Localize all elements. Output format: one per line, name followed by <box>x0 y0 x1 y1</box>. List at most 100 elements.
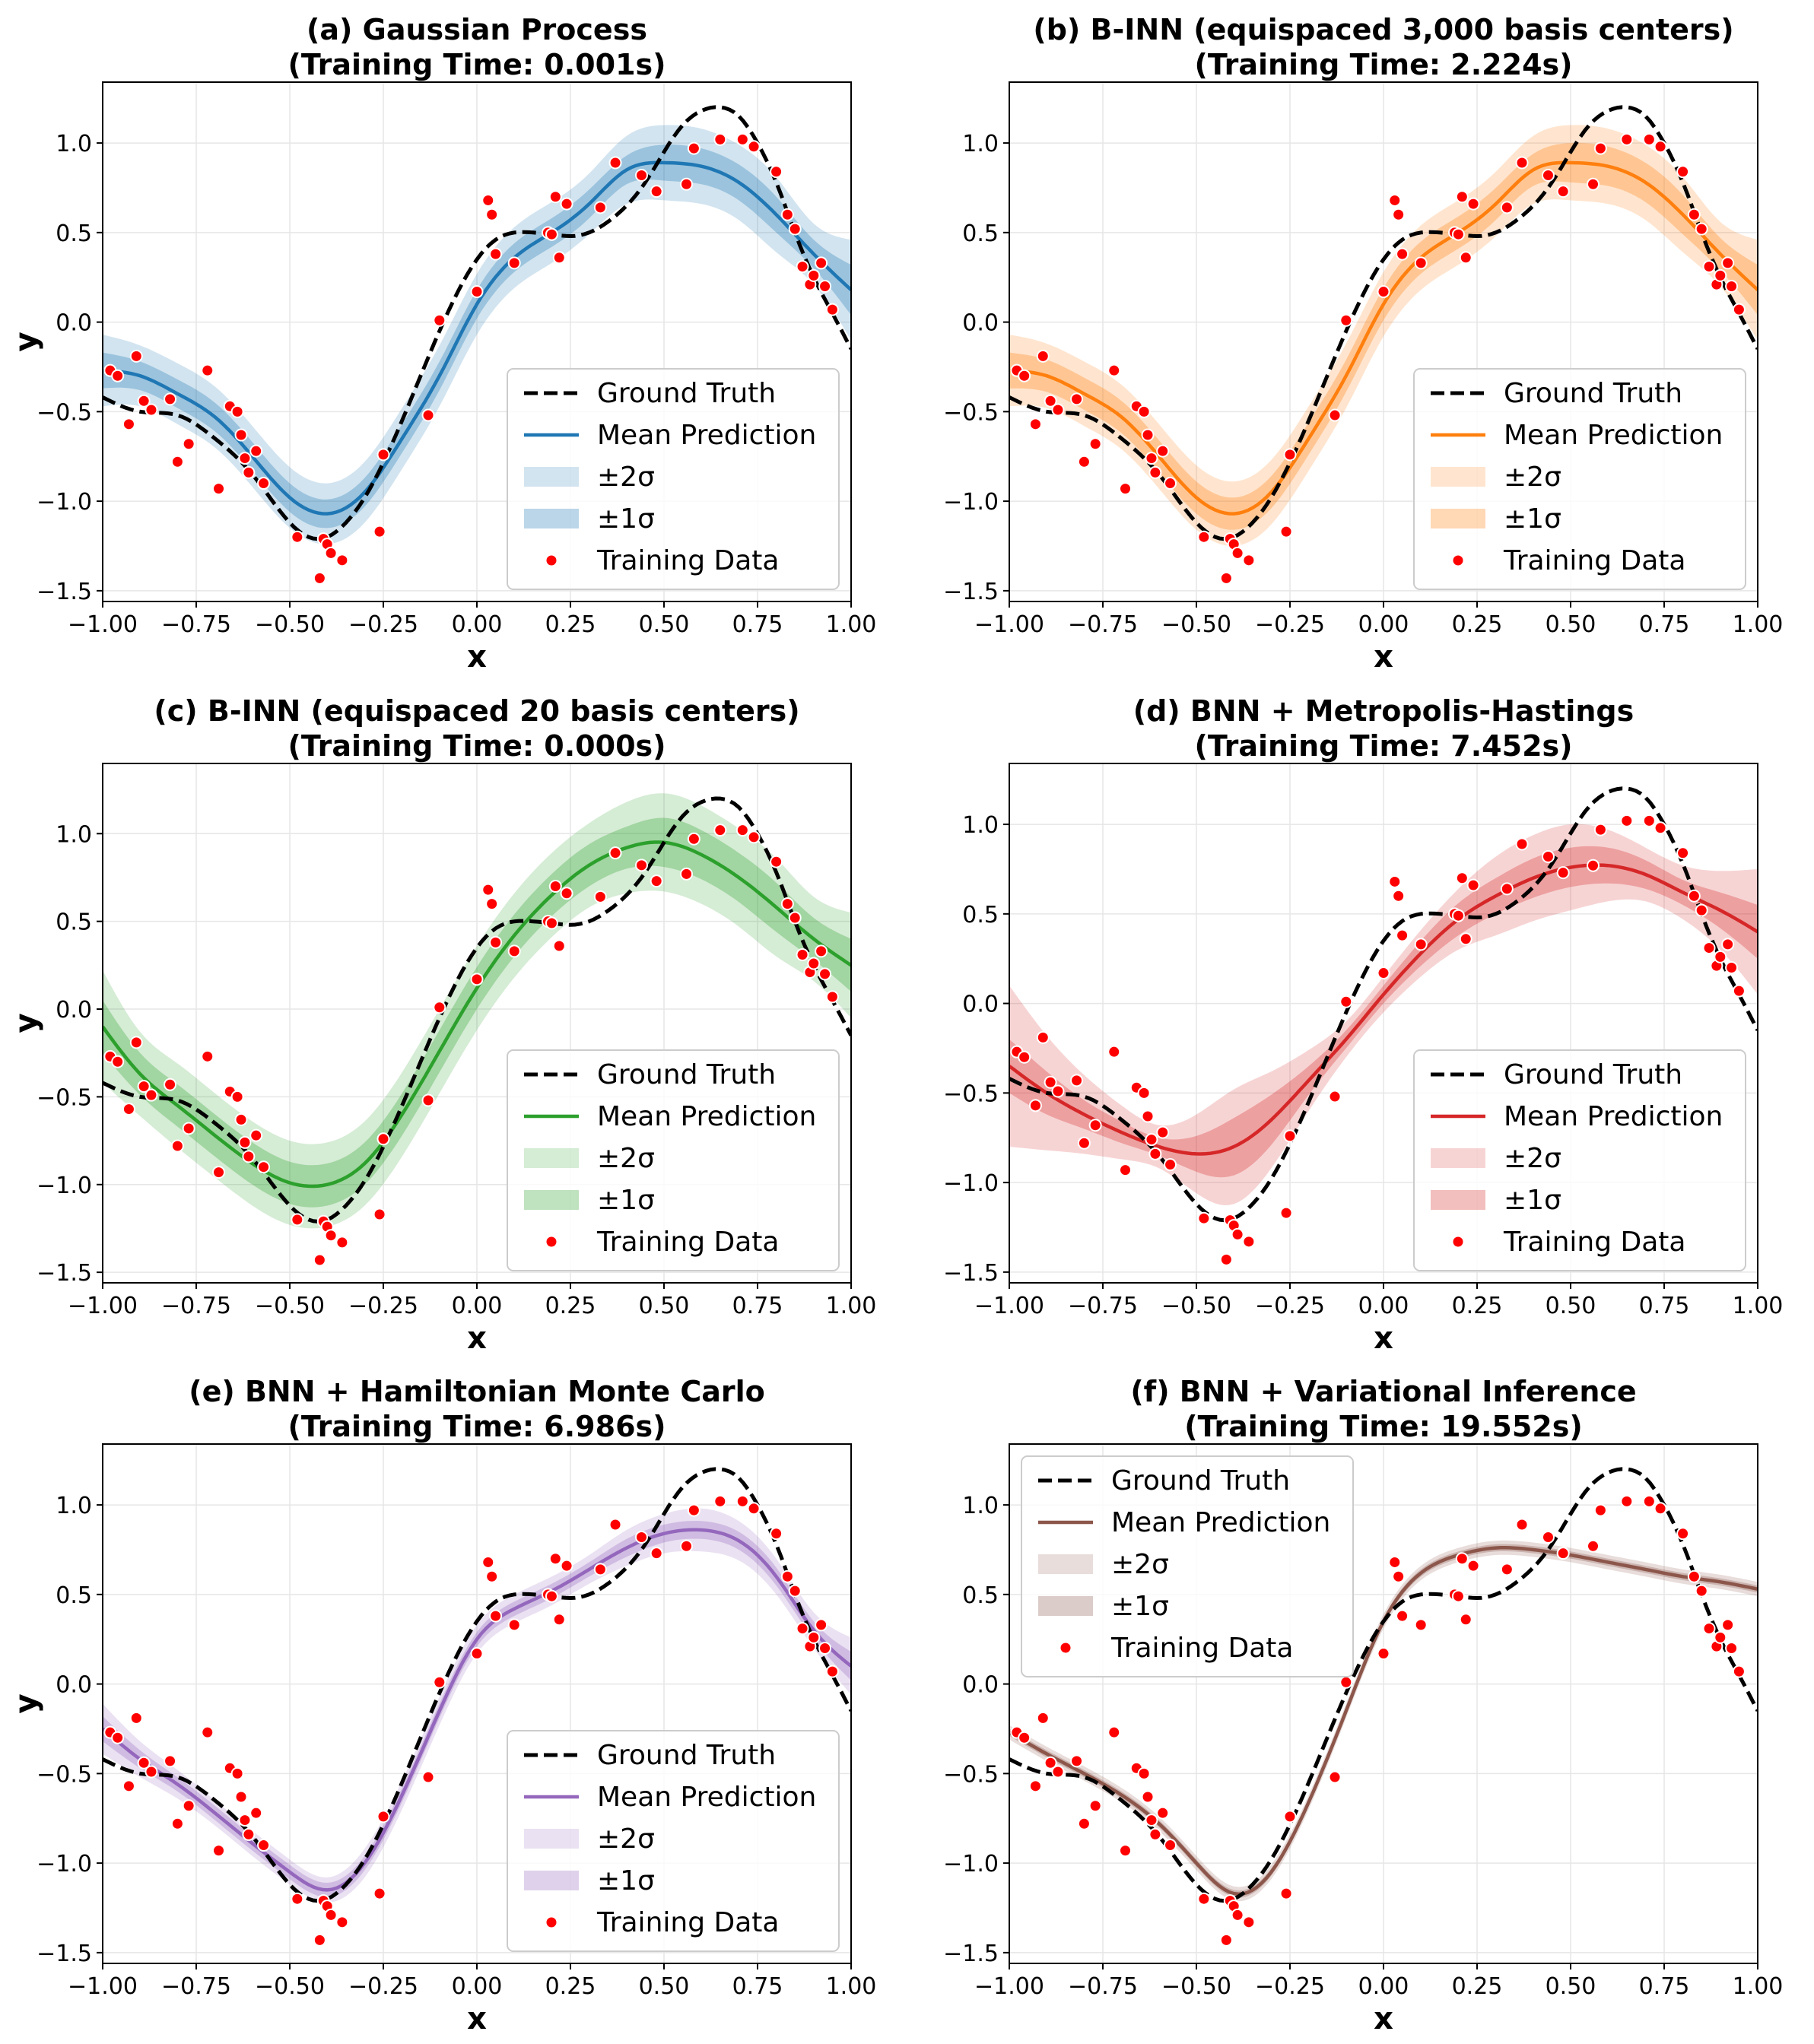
y-axis-label: y <box>9 332 44 351</box>
y-tick-label: 0.5 <box>962 1582 999 1609</box>
training-point <box>780 208 794 221</box>
training-point <box>552 939 566 953</box>
legend-band2-label: ±2σ <box>1504 462 1561 493</box>
training-point <box>170 455 184 468</box>
ground-truth-line <box>1009 105 1758 541</box>
training-point <box>1725 1641 1739 1655</box>
training-point <box>164 1754 177 1768</box>
y-tick-label: −1.5 <box>37 1941 92 1967</box>
training-point <box>735 824 749 837</box>
training-point <box>1642 814 1656 827</box>
legend-band2-swatch <box>1038 1554 1093 1574</box>
x-tick-label: −0.50 <box>255 1293 325 1319</box>
band-2sigma <box>103 793 851 1229</box>
x-tick-label: −0.25 <box>348 611 418 638</box>
training-point <box>1654 1502 1667 1516</box>
training-point <box>164 392 177 406</box>
legend-mean-label: Mean Prediction <box>597 1101 816 1132</box>
training-point <box>170 1817 184 1830</box>
legend: Ground Truth Mean Prediction ±2σ ±1σ Trainin… <box>507 368 840 590</box>
x-tick-label: −1.00 <box>974 1293 1044 1319</box>
training-point <box>1459 251 1472 265</box>
legend-box <box>1413 1049 1746 1271</box>
x-axis-label: x <box>1374 1321 1393 1356</box>
training-point <box>212 1844 226 1858</box>
training-point <box>433 1001 446 1014</box>
training-point <box>747 140 761 154</box>
y-tick-label: 1.0 <box>56 1493 92 1519</box>
legend-band2-swatch <box>1431 1148 1485 1168</box>
training-point <box>1231 1908 1244 1922</box>
plot-area <box>103 1467 851 1947</box>
training-point <box>1197 1211 1211 1225</box>
training-point <box>230 1766 244 1780</box>
training-point <box>1466 878 1480 892</box>
training-point <box>1414 256 1428 270</box>
training-point <box>489 935 503 949</box>
legend-box <box>507 1049 840 1271</box>
subplot-b: (b) B-INN (equispaced 3,000 basis center… <box>9 13 1783 674</box>
training-point <box>1018 369 1031 382</box>
training-point <box>818 279 832 293</box>
y-tick-label: 1.0 <box>962 1493 999 1519</box>
ground-truth-line <box>103 105 851 541</box>
training-point <box>1587 859 1600 872</box>
training-point <box>634 168 648 182</box>
training-point <box>1107 1725 1121 1739</box>
ticks: −1.00 −0.75 −0.50 −0.25 0.00 0.25 0.50 0.75 1.00… <box>37 131 876 638</box>
training-point <box>1219 571 1233 585</box>
band-2sigma <box>1009 125 1758 546</box>
legend-band1-swatch <box>1038 1596 1093 1616</box>
x-tick-label: −0.50 <box>255 1973 325 2000</box>
training-point <box>780 897 794 911</box>
training-point <box>1141 428 1155 442</box>
training-point <box>122 1779 135 1793</box>
training-point <box>825 1665 839 1678</box>
x-axis-label: x <box>1374 640 1393 674</box>
training-point <box>1702 941 1716 955</box>
training-point <box>1515 837 1529 851</box>
legend-truth-label: Ground Truth <box>597 378 776 409</box>
training-point <box>747 830 761 844</box>
training-point <box>593 1563 607 1576</box>
training-point <box>552 1613 566 1627</box>
training-point <box>1676 846 1690 860</box>
training-point <box>373 1887 386 1900</box>
training-point <box>788 222 802 236</box>
training-point <box>324 1908 338 1922</box>
legend-band1-label: ±1σ <box>597 1865 655 1896</box>
training-point <box>1156 444 1170 458</box>
training-point <box>796 1622 809 1636</box>
training-point <box>1148 1827 1162 1841</box>
plot-area <box>103 105 851 585</box>
training-point <box>376 1132 390 1146</box>
y-tick-label: 0.0 <box>56 1672 92 1699</box>
training-point <box>470 973 484 986</box>
training-point <box>780 1570 794 1583</box>
x-tick-label: 0.00 <box>1358 1973 1409 2000</box>
training-point <box>770 165 783 179</box>
subplot-d: (d) BNN + Metropolis-Hastings(Training T… <box>9 694 1783 1356</box>
training-point <box>650 185 663 198</box>
training-point <box>1695 1584 1708 1598</box>
training-point <box>1141 1109 1155 1123</box>
training-point <box>324 546 338 560</box>
legend-band1-swatch <box>524 1871 579 1890</box>
x-tick-label: −0.75 <box>161 1973 231 2000</box>
legend-mean-label: Mean Prediction <box>597 420 816 451</box>
ticks: −1.00 −0.75 −0.50 −0.25 0.00 0.25 0.50 0.75 1.00… <box>37 821 876 1319</box>
y-tick-label: −0.5 <box>37 399 92 426</box>
legend-band2-swatch <box>1431 467 1485 487</box>
training-point <box>481 883 495 897</box>
training-point <box>1018 1050 1031 1064</box>
training-point <box>1500 201 1514 214</box>
training-point <box>818 1641 832 1655</box>
training-point <box>815 1618 828 1632</box>
ticks: −1.00 −0.75 −0.50 −0.25 0.00 0.25 0.50 0.75 1.00… <box>943 812 1783 1319</box>
training-point <box>1620 814 1634 827</box>
y-tick-label: −0.5 <box>943 1081 999 1107</box>
ground-truth-line <box>1009 786 1758 1223</box>
x-axis-label: x <box>467 2001 487 2036</box>
legend-band2-label: ±2σ <box>597 462 655 493</box>
